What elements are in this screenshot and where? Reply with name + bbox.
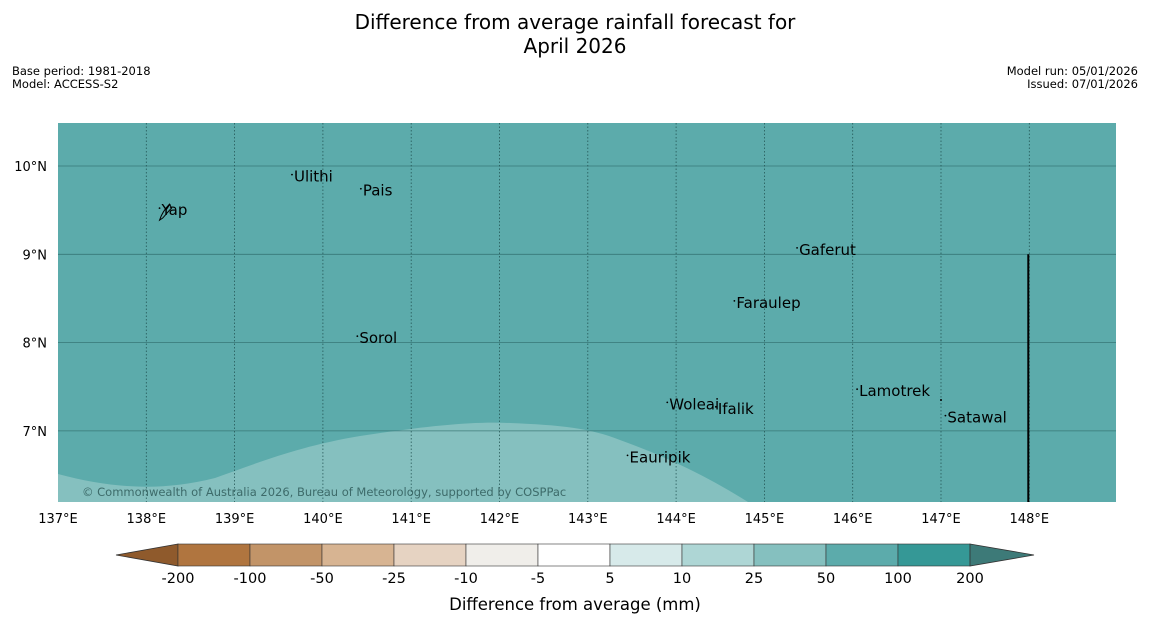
island-label-woleai: Woleai [669,395,719,413]
island-marker [158,207,161,210]
lon-tick-label: 142°E [480,512,520,527]
colorbar-tick-label: 200 [956,571,984,587]
copyright-text: © Commonwealth of Australia 2026, Bureau… [82,485,566,499]
lat-tick-label: 9°N [23,248,48,263]
lat-tick-label: 7°N [23,425,48,440]
colorbar-segment [609,543,683,567]
island-label-lamotrek: Lamotrek [859,382,930,400]
colorbar-tick-label: 100 [884,571,912,587]
lat-tick-label: 8°N [23,337,48,352]
title-line-1: Difference from average rainfall forecas… [354,10,796,34]
model-run-text: Model run: 05/01/2026 [1006,64,1138,78]
island-label-faraulep: Faraulep [736,294,800,312]
colorbar-tick-label: -200 [162,571,195,587]
island-marker [356,335,359,338]
colorbar-label: Difference from average (mm) [449,595,701,614]
colorbar-tick-label: -5 [531,571,545,587]
lighter-rainfall-zone [58,422,748,502]
lon-tick-label: 147°E [921,512,961,527]
yap-island-outline [158,203,173,222]
chart-title: Difference from average rainfall forecas… [0,10,1150,58]
colorbar-tick-label: 50 [817,571,835,587]
lat-tick-label: 10°N [14,160,47,175]
colorbar-segment [825,543,899,567]
colorbar-segment [249,543,323,567]
base-period-text: Base period: 1981-2018 [12,64,151,78]
colorbar-tick-label: -25 [382,571,406,587]
island-marker [359,187,362,190]
issued-text: Issued: 07/01/2026 [1027,77,1138,91]
island-label-ulithi: Ulithi [294,168,333,186]
island-marker [666,401,669,404]
meta-left: Base period: 1981-2018 Model: ACCESS-S2 [12,65,151,91]
colorbar-segments [115,543,1035,567]
title-line-2: April 2026 [523,34,627,58]
colorbar-segment [753,543,827,567]
colorbar-segment [177,543,251,567]
lon-tick-label: 146°E [833,512,873,527]
lon-tick-label: 137°E [38,512,78,527]
lon-tick-label: 144°E [656,512,696,527]
lon-tick-label: 140°E [303,512,343,527]
island-label-satawal: Satawal [947,409,1006,427]
colorbar-tick-label: 5 [605,571,614,587]
island-marker [944,414,947,417]
colorbar-segment [897,543,971,567]
island-marker [714,405,717,408]
island-marker [291,173,293,176]
island-marker [940,398,942,401]
lon-tick-label: 138°E [127,512,167,527]
island-label-sorol: Sorol [359,329,397,347]
colorbar-segment [537,543,611,567]
island-label-gaferut: Gaferut [799,241,856,259]
island-marker [796,246,798,249]
colorbar-segment [465,543,539,567]
colorbar-over-arrow [969,543,1035,567]
rainfall-map: 7°N 8°N 9°N 10°N 137°E 138°E 139°E 140°E 141°E 14… [14,123,1116,527]
lon-tick-label: 145°E [745,512,785,527]
lon-tick-label: 143°E [568,512,608,527]
lon-tick-label: 148°E [1010,512,1050,527]
colorbar-tick-label: 10 [673,571,691,587]
colorbar-tick-label: -50 [310,571,334,587]
lon-tick-label: 139°E [215,512,255,527]
lon-tick-label: 141°E [391,512,431,527]
colorbar-segment [321,543,395,567]
colorbar-under-arrow [115,543,179,567]
colorbar-segment [681,543,755,567]
island-marker [626,454,629,457]
colorbar-segment [393,543,467,567]
island-label-yap: Yap [161,201,188,219]
island-label-eauripik: Eauripik [630,448,691,466]
colorbar-tick-label: 25 [745,571,763,587]
meta-right: Model run: 05/01/2026 Issued: 07/01/2026 [1007,65,1138,91]
colorbar-tick-label: -10 [454,571,478,587]
model-text: Model: ACCESS-S2 [12,77,119,91]
island-marker [856,388,859,391]
colorbar-tick-label: -100 [234,571,267,587]
island-marker [733,299,736,302]
island-label-ifalik: Ifalik [718,400,754,418]
island-label-pais: Pais [363,182,393,200]
